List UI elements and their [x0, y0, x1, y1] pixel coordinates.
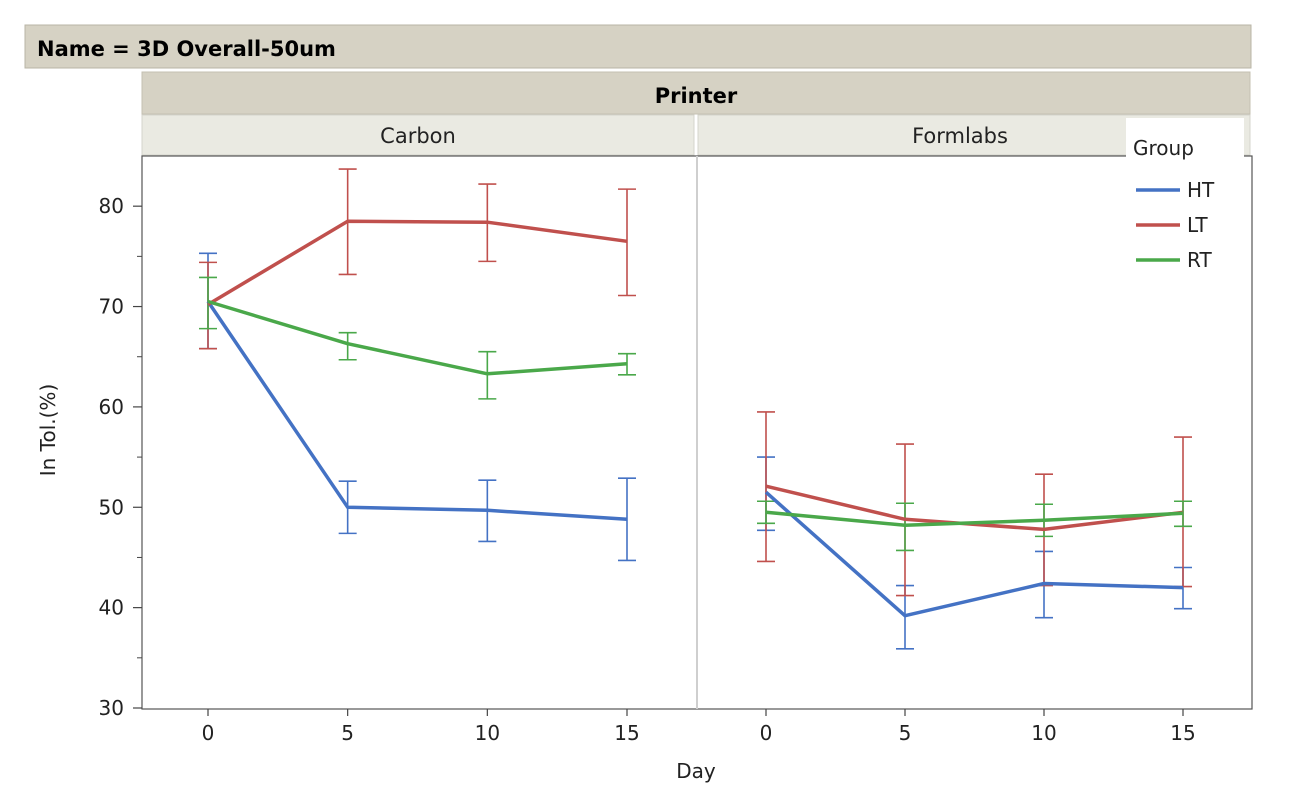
chart-title: Name = 3D Overall-50um: [37, 37, 336, 61]
y-tick-label: 40: [99, 596, 124, 620]
y-tick-label: 30: [99, 696, 124, 720]
facet-title: Printer: [655, 84, 738, 108]
y-tick-label: 60: [99, 395, 124, 419]
series-line-carbon-ht: [206, 300, 628, 522]
legend-label-ht: HT: [1187, 178, 1215, 202]
x-tick-label: 5: [341, 721, 354, 745]
panel-label-carbon: Carbon: [380, 124, 456, 148]
legend-label-lt: LT: [1187, 213, 1208, 237]
x-tick-label: 0: [202, 721, 215, 745]
x-tick-label: 15: [614, 721, 639, 745]
legend-box: [1126, 118, 1244, 278]
x-tick-label: 15: [1170, 721, 1195, 745]
panel-header-carbon: [141, 114, 695, 156]
x-tick-label: 10: [475, 721, 500, 745]
series-line-formlabs-rt: [765, 510, 1184, 528]
y-tick-label: 50: [99, 495, 124, 519]
facet-header: [141, 71, 1251, 115]
series-line-formlabs-ht: [764, 490, 1184, 618]
axes-group: 30 40 50 60 70 80 0 5 10 15 0 5 10 15: [99, 194, 1196, 745]
series-line-carbon-rt: [207, 299, 628, 376]
panel-label-formlabs: Formlabs: [912, 124, 1008, 148]
x-tick-label: 0: [760, 721, 773, 745]
series-line-carbon-lt: [207, 219, 628, 307]
title-bar: [24, 24, 1252, 69]
x-axis-label: Day: [676, 759, 716, 783]
legend-items: HT LT RT: [1136, 178, 1215, 272]
y-tick-label: 80: [99, 194, 124, 218]
series-layer: [199, 168, 1192, 650]
x-tick-label: 5: [899, 721, 912, 745]
legend-label-rt: RT: [1187, 248, 1212, 272]
legend-title: Group: [1133, 136, 1194, 160]
y-axis-label: In Tol.(%): [36, 384, 60, 477]
y-tick-label: 70: [99, 295, 124, 319]
x-tick-label: 10: [1031, 721, 1056, 745]
